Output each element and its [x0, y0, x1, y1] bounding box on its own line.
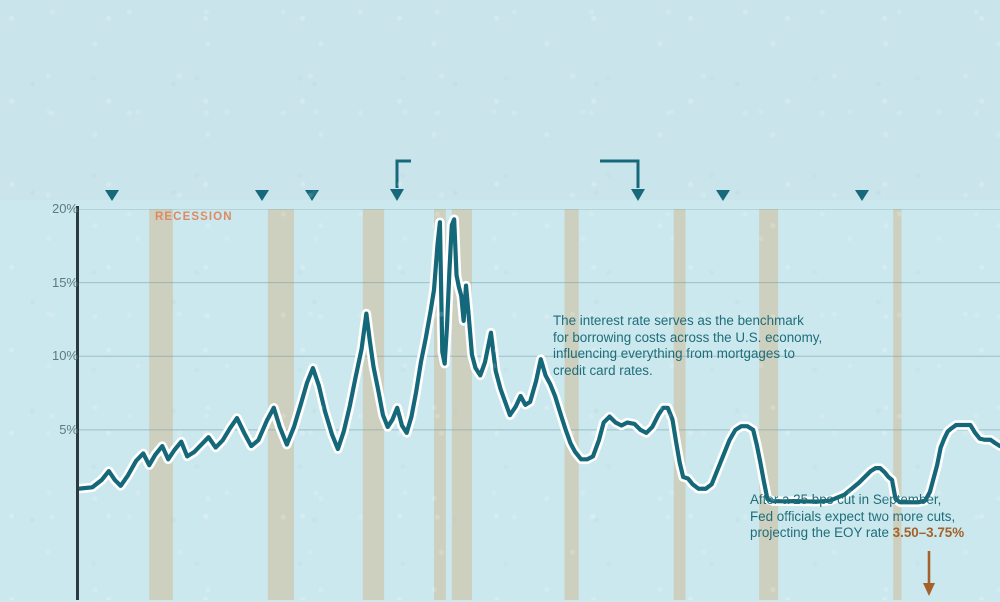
note-line: Fed officials expect two more cuts, — [750, 508, 956, 524]
recession-band — [149, 209, 173, 600]
note-line: influencing everything from mortgages to — [553, 346, 795, 362]
recession-band — [673, 209, 686, 600]
y-axis: 20% 15% 10% 5% — [0, 200, 78, 600]
pointer-marker-stagflation — [305, 190, 319, 201]
note-benchmark: The interest rate serves as the benchmar… — [553, 313, 883, 379]
rate-line — [78, 217, 1000, 505]
pointer-marker-volcker — [373, 158, 413, 207]
rate-chart — [0, 200, 1000, 600]
pointer-marker-pandemic — [855, 190, 869, 201]
plot-area — [78, 209, 1000, 600]
pointer-marker-postwar — [105, 190, 119, 201]
pointer-marker-inflation-rises — [255, 190, 269, 201]
y-axis-tick-label: 10% — [51, 348, 78, 364]
note-forecast: After a 25 bps cut in September, Fed off… — [750, 492, 1000, 542]
recession-band — [893, 209, 902, 600]
pointer-marker-dotcom — [598, 158, 650, 207]
rate-line-svg — [78, 209, 1000, 600]
note-line: for borrowing costs across the U.S. econ… — [553, 329, 823, 345]
header-panel — [0, 0, 1000, 200]
note-line: projecting the EOY rate 3.50–3.75% — [750, 525, 965, 541]
eoy-rate-highlight: 3.50–3.75% — [892, 525, 965, 541]
forecast-down-arrow-icon — [920, 551, 938, 602]
y-axis-tick-label: 20% — [51, 201, 78, 216]
pointer-marker-gfc — [716, 190, 730, 201]
recession-band — [433, 209, 446, 600]
recession-label: RECESSION — [155, 211, 233, 223]
recession-band — [362, 209, 385, 600]
y-axis-tick-label: 5% — [59, 421, 78, 437]
note-line: The interest rate serves as the benchmar… — [553, 313, 804, 328]
note-line: credit card rates. — [553, 362, 653, 378]
recession-band — [564, 209, 579, 600]
y-axis-tick-label: 15% — [51, 274, 78, 290]
y-axis-line — [76, 206, 79, 600]
note-line: After a 25 bps cut in September, — [750, 492, 942, 507]
